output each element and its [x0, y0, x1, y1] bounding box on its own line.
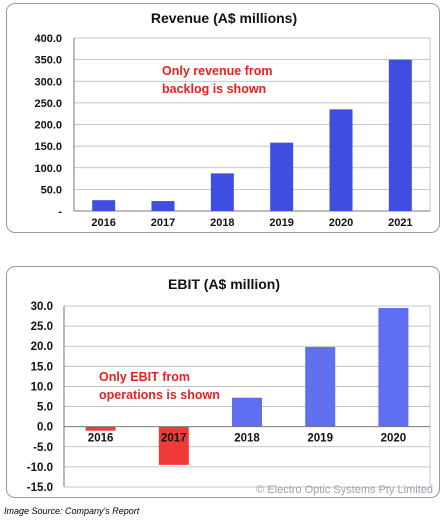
y-tick-label: 100.0 — [34, 163, 62, 175]
y-tick-label: 25.0 — [31, 321, 53, 333]
revenue-chart: Revenue (A$ millions) 400.0 350.0 300.0 250.… — [34, 10, 431, 229]
annotation-line: Only revenue from — [162, 64, 272, 78]
y-tick-label: 250.0 — [34, 98, 62, 110]
bar-2018 — [210, 173, 234, 211]
annotation-line: backlog is shown — [162, 82, 266, 96]
bar-2016 — [85, 426, 116, 431]
revenue-chart-panel: Revenue (A$ millions) 400.0 350.0 300.0 250.… — [6, 3, 440, 233]
ebit-chart-panel: EBIT (A$ million) 30.0 25.0 20.0 15.0 10.0 5.0… — [6, 266, 440, 498]
y-tick-label: 10.0 — [31, 381, 53, 393]
y-tick-label: 350.0 — [34, 55, 62, 67]
annotation-line: operations is shown — [99, 388, 220, 402]
x-tick-label: 2017 — [161, 433, 187, 445]
bar-2019 — [270, 142, 294, 211]
bar-2020 — [378, 308, 409, 427]
y-tick-label: 20.0 — [31, 341, 53, 353]
ebit-chart: EBIT (A$ million) 30.0 25.0 20.0 15.0 10.0 5.0… — [27, 276, 433, 496]
x-tick-label: 2018 — [210, 217, 234, 229]
x-tick-label: 2016 — [88, 433, 114, 445]
y-tick-label: -5.0 — [33, 442, 53, 454]
y-tick-label: 30.0 — [31, 301, 53, 313]
y-tick-label: 400.0 — [34, 33, 62, 45]
x-tick-label: 2021 — [388, 217, 412, 229]
bar-2017 — [151, 201, 175, 211]
x-tick-label: 2016 — [91, 217, 115, 229]
x-tick-label: 2019 — [269, 217, 293, 229]
annotation-line: Only EBIT from — [99, 370, 190, 384]
y-tick-label: 0.0 — [37, 422, 53, 434]
x-tick-label: 2017 — [151, 217, 175, 229]
bar-2020 — [329, 109, 353, 211]
x-tick-label: 2020 — [381, 433, 407, 445]
y-tick-label: 200.0 — [34, 120, 62, 132]
y-tick-label: -15.0 — [27, 482, 53, 494]
x-tick-label: 2020 — [329, 217, 353, 229]
y-tick-label: -10.0 — [27, 462, 53, 474]
y-tick-label: 15.0 — [31, 361, 53, 373]
bar-2019 — [305, 347, 336, 427]
y-tick-label: 50.0 — [41, 184, 62, 196]
watermark-copyright: © Electro Optic Systems Pty Limited — [256, 484, 433, 496]
bar-2018 — [232, 397, 262, 427]
chart-title: Revenue (A$ millions) — [151, 10, 297, 26]
bar-2017 — [158, 426, 189, 465]
x-tick-label: 2019 — [307, 433, 333, 445]
bar-2021 — [388, 59, 412, 211]
y-tick-label: 5.0 — [37, 402, 53, 414]
image-source-caption: Image Source: Company's Report — [4, 506, 140, 516]
bar-2016 — [92, 200, 116, 211]
y-tick-label: 150.0 — [34, 141, 62, 153]
y-tick-label: - — [58, 206, 62, 218]
y-tick-label: 300.0 — [34, 76, 62, 88]
x-tick-label: 2018 — [234, 433, 260, 445]
chart-title: EBIT (A$ million) — [168, 276, 280, 292]
